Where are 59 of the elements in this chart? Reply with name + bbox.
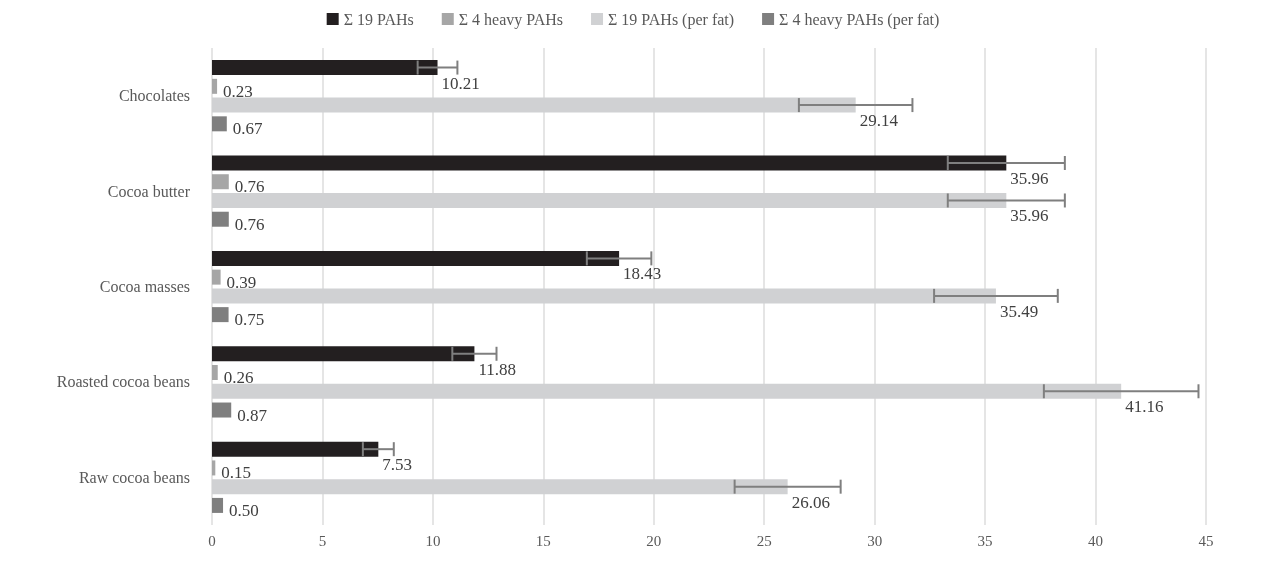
data-label: 29.14 <box>859 111 899 131</box>
bar <box>212 192 1007 208</box>
x-tick-label: 0 <box>208 532 216 549</box>
bar <box>212 497 224 513</box>
bar <box>212 460 216 476</box>
bar <box>212 97 856 113</box>
x-tick-label: 10 <box>425 532 441 549</box>
legend-label: Σ 4 heavy PAHs (per fat) <box>779 10 940 29</box>
data-label: 35.49 <box>999 301 1039 321</box>
bar <box>212 78 218 94</box>
bar <box>212 383 1122 399</box>
x-tick-label: 20 <box>646 532 662 549</box>
bar <box>212 365 218 381</box>
data-label: 41.16 <box>1125 397 1164 417</box>
y-tick-label: Raw cocoa beans <box>78 468 190 486</box>
data-label: 0.26 <box>223 368 254 388</box>
x-tick-label: 45 <box>1198 532 1214 549</box>
data-label: 0.76 <box>234 214 265 234</box>
x-tick-label: 15 <box>535 532 551 549</box>
bar <box>212 288 996 304</box>
bar <box>212 307 229 323</box>
data-label: 35.96 <box>1010 168 1049 188</box>
data-label: 0.39 <box>226 272 257 292</box>
data-label: 7.53 <box>382 455 413 475</box>
x-tick-label: 35 <box>977 532 993 549</box>
legend-label: Σ 4 heavy PAHs <box>458 10 564 29</box>
x-tick-label: 25 <box>756 532 772 549</box>
legend-label: Σ 19 PAHs <box>343 10 414 28</box>
data-label: 10.21 <box>441 73 480 93</box>
y-tick-label: Roasted cocoa beans <box>56 373 190 391</box>
bar <box>212 402 232 418</box>
data-label: 11.88 <box>478 359 517 379</box>
data-label: 0.76 <box>234 177 265 197</box>
bar <box>212 441 379 457</box>
bar <box>212 116 227 132</box>
data-label: 18.43 <box>623 264 662 284</box>
data-label: 0.67 <box>232 119 264 139</box>
data-label: 0.75 <box>234 310 265 330</box>
data-label: 35.96 <box>1010 206 1049 226</box>
y-tick-label: Cocoa butter <box>107 182 191 200</box>
x-tick-label: 30 <box>867 532 883 549</box>
data-label: 0.15 <box>221 463 252 483</box>
bar <box>212 60 438 76</box>
bar <box>212 211 229 227</box>
x-tick-label: 5 <box>318 532 327 549</box>
legend-label: Σ 19 PAHs (per fat) <box>608 10 735 29</box>
data-label: 0.23 <box>223 81 253 101</box>
bar <box>212 479 788 495</box>
data-label: 0.87 <box>237 405 268 425</box>
y-tick-label: Cocoa masses <box>99 278 190 295</box>
bar <box>212 174 229 190</box>
data-label: 26.06 <box>791 492 830 512</box>
bar <box>212 346 475 362</box>
bar <box>212 250 620 266</box>
bar <box>212 155 1007 171</box>
y-tick-label: Chocolates <box>118 87 190 105</box>
x-tick-label: 40 <box>1088 532 1104 549</box>
data-label: 0.50 <box>229 500 259 520</box>
bar <box>212 269 221 285</box>
